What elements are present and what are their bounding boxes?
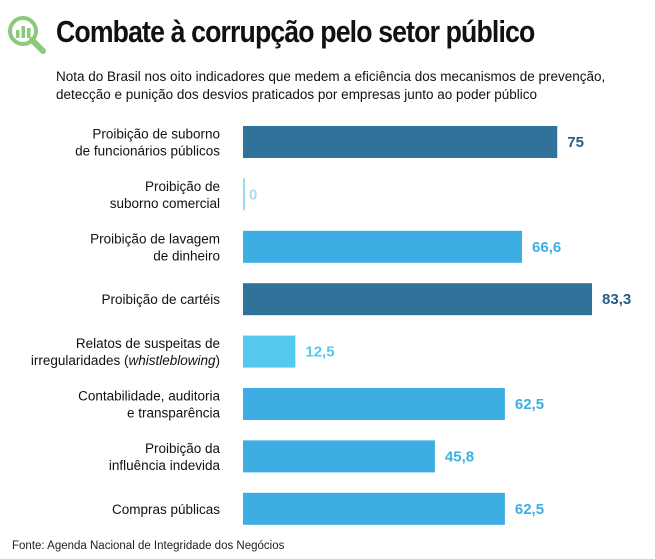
category-label: Contabilidade, auditoria <box>78 389 220 404</box>
bar <box>243 388 505 420</box>
chart-subtitle: Nota do Brasil nos oito indicadores que … <box>56 69 606 102</box>
category-label: de funcionários públicos <box>75 144 220 159</box>
value-label: 75 <box>567 134 584 151</box>
value-label: 62,5 <box>515 501 544 518</box>
value-label: 45,8 <box>445 448 474 465</box>
category-label: Proibição de lavagem <box>90 231 220 246</box>
bar <box>243 492 505 525</box>
magnifier-bar-chart-icon <box>8 16 46 54</box>
bar <box>243 440 435 473</box>
value-label: 66,6 <box>532 239 561 256</box>
bar <box>243 178 245 211</box>
category-label: suborno comercial <box>110 196 220 211</box>
bar <box>243 335 296 368</box>
category-label: e transparência <box>127 406 221 421</box>
value-label: 83,3 <box>602 291 631 308</box>
category-label: Relatos de suspeitas de <box>76 336 220 351</box>
bar <box>243 283 593 316</box>
chart-title: Combate à corrupção pelo setor público <box>56 14 535 49</box>
category-label: de dinheiro <box>153 248 220 263</box>
category-label: irregularidades (whistleblowing) <box>31 353 220 368</box>
source-note: Fonte: Agenda Nacional de Integridade do… <box>12 540 285 552</box>
category-label: Proibição de <box>145 179 220 194</box>
category-label: Proibição de cartéis <box>101 292 220 307</box>
value-label: 12,5 <box>305 344 334 361</box>
bar <box>243 126 558 158</box>
category-label: Proibição da <box>145 441 221 456</box>
category-label: influência indevida <box>109 458 221 473</box>
bar <box>243 230 523 263</box>
category-label: Proibição de suborno <box>92 127 220 142</box>
value-label: 0 <box>249 186 257 203</box>
value-label: 62,5 <box>515 396 544 413</box>
category-label: Compras públicas <box>112 502 220 517</box>
